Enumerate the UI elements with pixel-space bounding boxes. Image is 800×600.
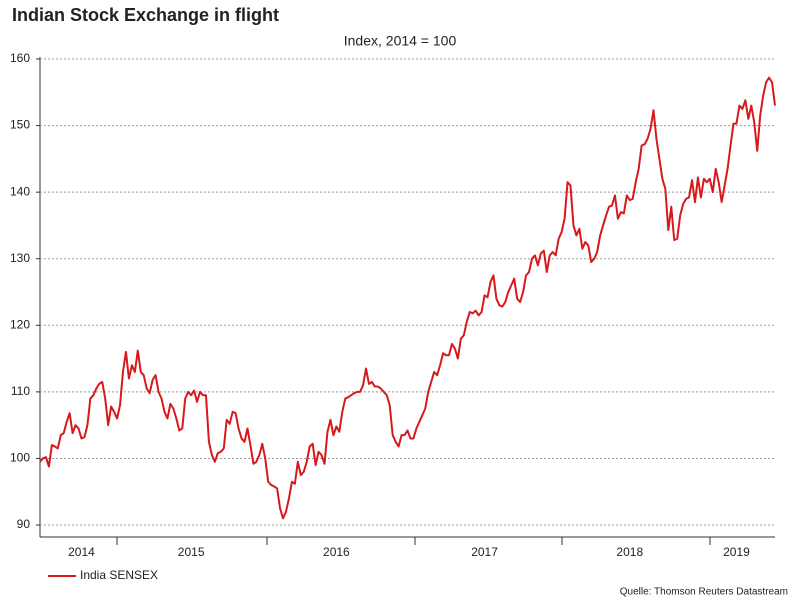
y-tick-label: 90 (17, 517, 31, 531)
y-tick-label: 100 (10, 451, 30, 465)
series-line (39, 76, 776, 520)
year-separators (116, 537, 711, 545)
y-tick-label: 160 (10, 51, 30, 65)
y-tick-label: 140 (10, 184, 30, 198)
legend-label: India SENSEX (80, 568, 158, 582)
y-tick-label: 130 (10, 251, 30, 265)
y-tick-label: 110 (11, 384, 30, 398)
y-tick-label: 150 (10, 118, 30, 132)
x-tick-label: 2015 (178, 545, 205, 559)
chart-subtitle: Index, 2014 = 100 (344, 33, 457, 49)
x-tick-label: 2016 (323, 545, 350, 559)
chart-title: Indian Stock Exchange in flight (12, 5, 279, 25)
x-tick-label: 2014 (68, 545, 95, 559)
y-tick-label: 120 (10, 317, 30, 331)
x-tick-label: 2017 (471, 545, 498, 559)
x-tick-label: 2018 (616, 545, 643, 559)
x-tick-label: 2019 (723, 545, 750, 559)
source-note: Quelle: Thomson Reuters Datastream (620, 587, 788, 598)
